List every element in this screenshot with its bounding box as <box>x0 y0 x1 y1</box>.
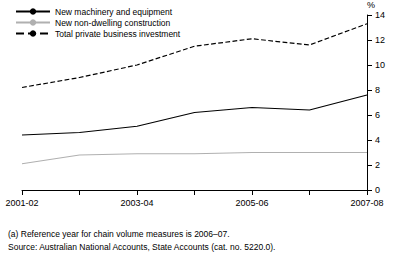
svg-text:0: 0 <box>375 185 380 195</box>
svg-text:14: 14 <box>375 10 385 20</box>
svg-text:New non-dwelling construction: New non-dwelling construction <box>55 18 171 28</box>
svg-text:New machinery and equipment: New machinery and equipment <box>55 7 173 17</box>
svg-text:8: 8 <box>375 85 380 95</box>
svg-text:Total private business investm: Total private business investment <box>55 29 181 39</box>
svg-text:2007-08: 2007-08 <box>350 198 383 208</box>
svg-text:2001-02: 2001-02 <box>5 198 38 208</box>
svg-text:2: 2 <box>375 160 380 170</box>
svg-text:(a) Reference year for chain v: (a) Reference year for chain volume meas… <box>8 229 230 239</box>
svg-text:Source: Australian National Ac: Source: Australian National Accounts, St… <box>8 242 275 252</box>
svg-text:%: % <box>367 0 375 10</box>
svg-text:2005-06: 2005-06 <box>235 198 268 208</box>
svg-text:6: 6 <box>375 110 380 120</box>
svg-text:12: 12 <box>375 35 385 45</box>
svg-text:2003-04: 2003-04 <box>120 198 153 208</box>
svg-text:4: 4 <box>375 135 380 145</box>
svg-text:10: 10 <box>375 60 385 70</box>
